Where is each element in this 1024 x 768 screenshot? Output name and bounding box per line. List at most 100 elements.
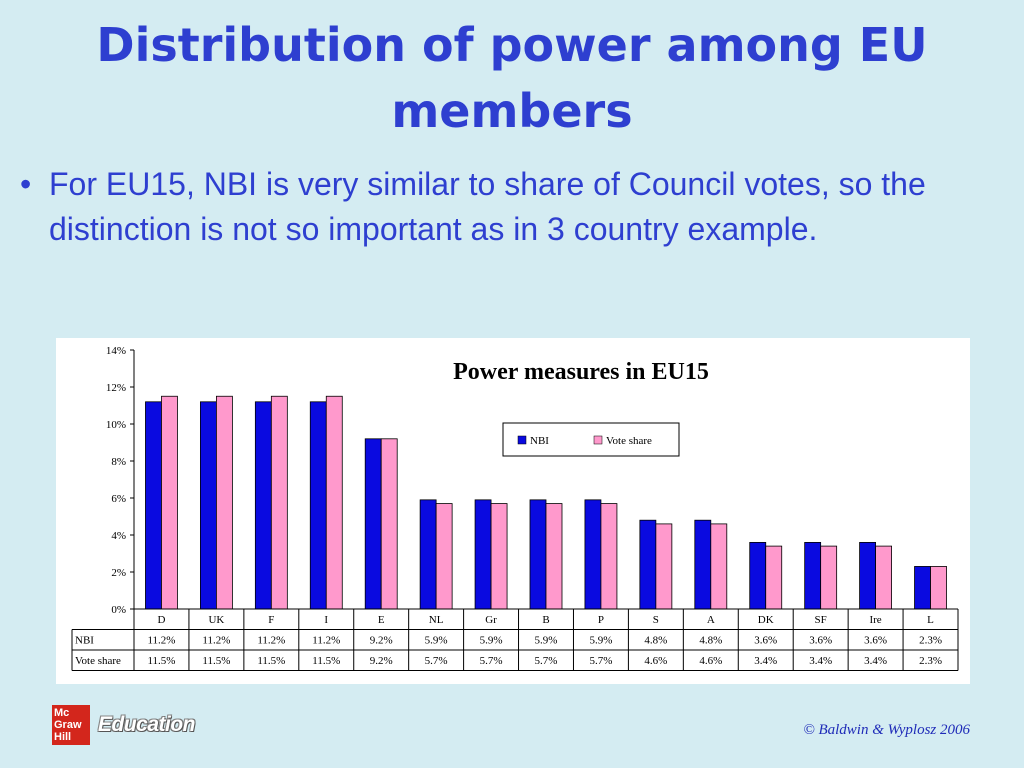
bar-nbi-dk	[749, 541, 767, 610]
y-tick-label: 2%	[111, 567, 126, 579]
table-cell: 2.3%	[919, 655, 942, 667]
category-label: P	[598, 614, 604, 626]
table-cell: 11.2%	[147, 635, 175, 647]
table-cell: 3.6%	[809, 635, 832, 647]
power-measures-chart: 0% 2% 4% 6% 8% 10% 12% 14% D UK F I E NL Gr B P S A DK SF Ir…	[71, 345, 959, 671]
legend-swatch-nbi	[517, 435, 527, 445]
table-cell: 5.7%	[535, 655, 558, 667]
table-cell: 11.2%	[257, 635, 285, 647]
logo-line-2: Graw	[54, 719, 82, 731]
bar-vote-share-a	[710, 523, 728, 610]
table-cell: 3.4%	[754, 655, 777, 667]
bullet-dot: •	[20, 166, 32, 202]
logo-line-3: Hill	[54, 731, 72, 743]
bar-vote-share-e	[380, 438, 398, 610]
category-label: NL	[429, 614, 444, 626]
table-cell: 4.6%	[644, 655, 667, 667]
table-cell: 5.7%	[425, 655, 448, 667]
legend-label-nbi: NBI	[530, 435, 549, 447]
bar-nbi-l	[914, 566, 931, 610]
bar-vote-share-f	[270, 395, 288, 610]
y-tick-label: 14%	[106, 345, 126, 357]
bar-nbi-d	[145, 401, 162, 610]
y-tick-label: 4%	[111, 530, 126, 542]
bar-vote-share-d	[161, 395, 178, 610]
category-label: Ire	[869, 614, 881, 626]
category-label: A	[707, 614, 715, 626]
category-label: B	[542, 614, 549, 626]
education-wordmark: Education	[98, 713, 196, 736]
legend: NBI Vote share	[502, 422, 680, 457]
table-row-label: Vote share	[75, 655, 121, 667]
chart-title: Power measures in EU15	[453, 359, 709, 385]
table-cell: 5.7%	[589, 655, 612, 667]
bar-vote-share-s	[655, 523, 673, 610]
category-label: Gr	[485, 614, 497, 626]
category-label: E	[378, 614, 385, 626]
bar-nbi-i	[309, 401, 327, 610]
bar-nbi-p	[584, 499, 602, 610]
bar-nbi-ire	[859, 541, 876, 610]
bar-vote-share-l	[930, 566, 947, 610]
table-cell: 5.9%	[535, 635, 558, 647]
bar-nbi-e	[364, 438, 382, 610]
table-cell: 9.2%	[370, 655, 393, 667]
table-cell: 9.2%	[370, 635, 393, 647]
table-cell: 5.9%	[425, 635, 448, 647]
legend-box	[502, 422, 680, 457]
table-cell: 3.4%	[864, 655, 887, 667]
bullet-text: For EU15, NBI is very similar to share o…	[49, 166, 926, 247]
table-row-label: NBI	[75, 635, 94, 647]
bar-nbi-nl	[419, 499, 437, 610]
y-tick-label: 6%	[111, 493, 126, 505]
data-table: D UK F I E NL Gr B P S A DK SF Ire L NBI 11.2% 11.2% 11.2%…	[71, 608, 959, 671]
bar-vote-share-ire	[875, 545, 892, 610]
table-cell: 11.2%	[312, 635, 340, 647]
logo-line-1: Mc	[54, 707, 70, 719]
bar-vote-share-p	[600, 503, 618, 610]
category-label: DK	[758, 614, 774, 626]
table-cell: 5.9%	[589, 635, 612, 647]
table-cell: 11.5%	[312, 655, 340, 667]
category-label: UK	[208, 614, 224, 626]
legend-label-vote-share: Vote share	[606, 435, 652, 447]
table-cell: 2.3%	[919, 635, 942, 647]
bar-vote-share-uk	[215, 395, 233, 610]
table-cell: 11.5%	[202, 655, 230, 667]
table-cell: 5.9%	[480, 635, 503, 647]
table-cell: 11.2%	[202, 635, 230, 647]
bar-vote-share-b	[545, 503, 563, 610]
bar-vote-share-i	[325, 395, 343, 610]
bar-nbi-uk	[199, 401, 217, 610]
bar-nbi-f	[254, 401, 272, 610]
category-label: F	[268, 614, 274, 626]
table-cell: 3.6%	[754, 635, 777, 647]
y-tick-label: 10%	[106, 419, 126, 431]
table-cell: 11.5%	[257, 655, 285, 667]
table-cell: 3.6%	[864, 635, 887, 647]
y-tick-label: 12%	[106, 382, 126, 394]
bar-nbi-gr	[474, 499, 492, 610]
bar-vote-share-dk	[765, 545, 783, 610]
bar-nbi-a	[694, 519, 712, 610]
table-cell: 4.8%	[644, 635, 667, 647]
legend-swatch-vote-share	[593, 435, 603, 445]
table-cell: 3.4%	[809, 655, 832, 667]
bar-nbi-b	[529, 499, 547, 610]
category-label: SF	[815, 614, 827, 626]
table-cell: 5.7%	[480, 655, 503, 667]
category-label: D	[157, 614, 165, 626]
table-cell: 4.8%	[699, 635, 722, 647]
category-label: S	[653, 614, 659, 626]
bar-nbi-s	[639, 519, 657, 610]
table-cell: 11.5%	[147, 655, 175, 667]
bar-nbi-sf	[804, 541, 822, 610]
category-label: L	[927, 614, 934, 626]
bullet-point: • For EU15, NBI is very similar to share…	[20, 162, 980, 252]
bar-vote-share-gr	[490, 503, 508, 610]
y-tick-label: 0%	[111, 604, 126, 616]
category-label: I	[324, 614, 328, 626]
bars	[145, 395, 947, 610]
y-tick-label: 8%	[111, 456, 126, 468]
slide-title: Distribution of power among EU members	[96, 18, 928, 138]
